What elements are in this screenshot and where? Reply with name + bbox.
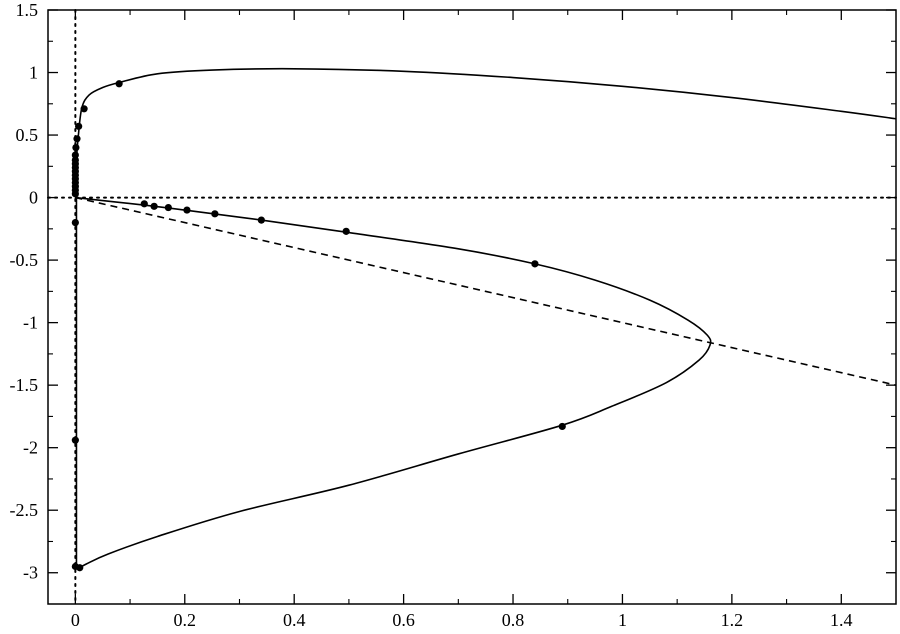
y-tick-label: 0.5 xyxy=(16,125,39,145)
series-line-3 xyxy=(75,196,897,386)
data-markers xyxy=(71,80,566,572)
data-point xyxy=(183,206,191,214)
data-point xyxy=(211,210,219,218)
y-tick-label: 1 xyxy=(29,63,38,83)
series-line-1 xyxy=(74,67,897,198)
data-point xyxy=(71,436,79,444)
data-point xyxy=(80,105,88,113)
data-point xyxy=(71,190,79,198)
data-point xyxy=(72,143,80,152)
y-tick-labels: 1.5 1 0.5 0 -0.5 -1 -1.5 -2 -2.5 -3 xyxy=(10,0,39,583)
y-tick-label: -3 xyxy=(23,563,38,583)
x-tick-label: 1 xyxy=(618,610,627,630)
x-tick-label: 0.6 xyxy=(392,610,415,630)
y-tick-label: -1 xyxy=(23,313,38,333)
x-tick-labels: 0 0.2 0.4 0.6 0.8 1 1.2 1.4 xyxy=(71,610,853,630)
data-point xyxy=(558,422,566,431)
y-tick-label: 1.5 xyxy=(16,0,39,20)
axis-ticks xyxy=(48,9,896,604)
data-point xyxy=(164,203,172,212)
y-tick-label: -1.5 xyxy=(10,375,39,395)
x-tick-label: 1.4 xyxy=(830,610,853,630)
x-tick-label: 1.2 xyxy=(721,610,744,630)
x-tick-label: 0 xyxy=(71,610,80,630)
series-line-2 xyxy=(75,196,712,569)
data-point xyxy=(71,151,79,159)
y-tick-label: -2.5 xyxy=(10,500,39,520)
reference-lines xyxy=(47,9,897,605)
data-point xyxy=(75,122,83,130)
data-point xyxy=(531,260,539,268)
data-point xyxy=(76,564,84,572)
x-tick-label: 0.2 xyxy=(174,610,197,630)
series-lines xyxy=(74,67,897,569)
y-tick-label: -0.5 xyxy=(10,250,39,270)
data-point xyxy=(140,200,148,208)
x-tick-label: 0.8 xyxy=(502,610,525,630)
y-tick-label: 0 xyxy=(29,188,38,208)
data-point xyxy=(257,216,265,224)
data-point xyxy=(73,135,81,143)
x-tick-label: 0.4 xyxy=(283,610,306,630)
data-point xyxy=(115,80,123,88)
data-point xyxy=(150,202,158,210)
data-point xyxy=(71,218,79,227)
data-point xyxy=(342,227,350,235)
plot-frame xyxy=(47,9,897,605)
y-tick-label: -2 xyxy=(23,438,38,458)
